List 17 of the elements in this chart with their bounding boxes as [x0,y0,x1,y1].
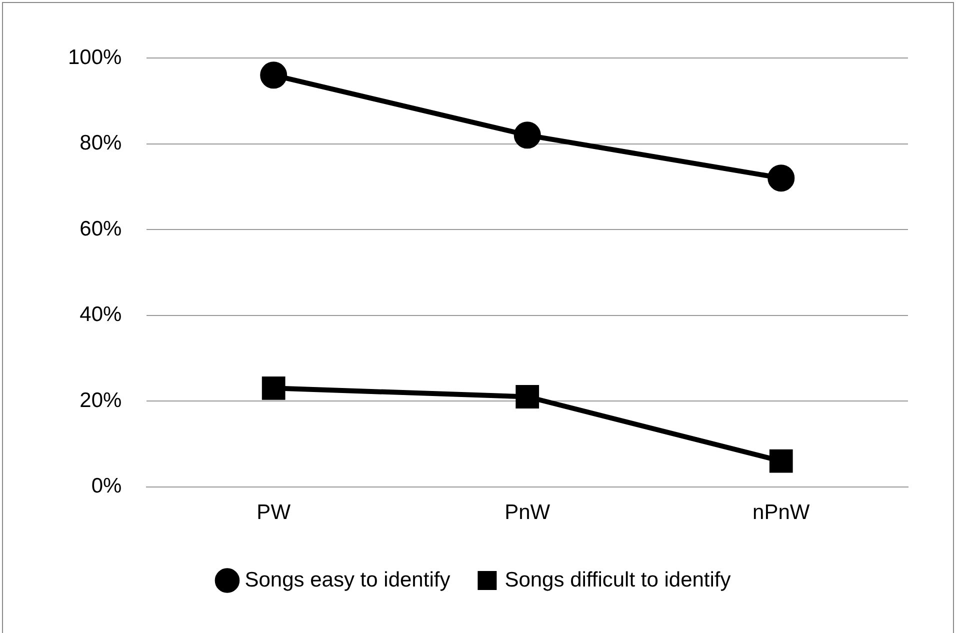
y-tick-label: 100% [68,46,122,69]
point [769,449,793,473]
y-tick-label: 0% [91,474,122,498]
y-tick-label: 60% [80,217,122,240]
y-tick-label: 40% [80,303,122,326]
point [514,122,541,149]
x-tick-label: PW [256,501,291,524]
point [768,164,795,192]
legend-label: Songs easy to identify [244,568,451,592]
y-tick-label: 80% [80,132,122,155]
point [262,376,286,400]
x-tick-label: nPnW [752,501,810,524]
y-tick-label: 20% [80,388,122,412]
point [516,385,540,408]
point [260,62,288,89]
legend-label: Songs difficult to identify [504,568,732,592]
x-tick-label: PnW [504,501,550,524]
